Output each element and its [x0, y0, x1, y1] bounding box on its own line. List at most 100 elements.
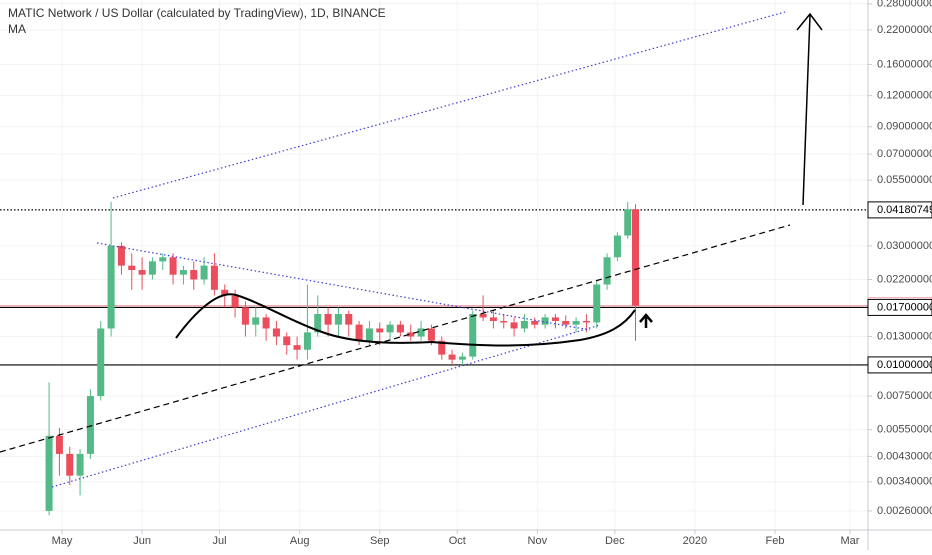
y-tick-label: 0.05500000 [877, 174, 932, 186]
dashed-trendline [0, 224, 791, 453]
candle-body [603, 257, 611, 285]
candle-body [396, 324, 404, 333]
candle-body [365, 328, 373, 341]
price-label: 0.04180749 [877, 204, 932, 216]
candle-body [458, 356, 466, 360]
horizontal-lines [0, 209, 868, 366]
candle-body [76, 453, 84, 476]
y-tick-label: 0.16000000 [877, 58, 932, 70]
indicator-label: MA [8, 22, 26, 36]
x-tick-label: Sep [370, 535, 390, 547]
ma-curve [175, 293, 636, 347]
axis-labels: 0.28000000 0.22000000 0.16000000 0.12000000… [52, 0, 932, 547]
candle-body [241, 307, 249, 325]
candle-body [448, 354, 456, 360]
candle-body [221, 289, 229, 296]
candle-body [231, 295, 239, 308]
candle-body [520, 320, 528, 329]
candle-body [66, 453, 74, 476]
x-tick-label: Feb [766, 535, 785, 547]
chart-title: MATIC Network / US Dollar (calculated by… [8, 6, 386, 20]
candle-body [117, 245, 125, 266]
candle-body [500, 320, 508, 323]
candle-body [210, 265, 218, 290]
candle-body [324, 313, 332, 325]
y-tick-label: 0.01300000 [877, 330, 932, 342]
candle-body [272, 328, 280, 337]
small-arrow [639, 313, 653, 328]
candle-body [531, 320, 539, 325]
candle-body [407, 332, 415, 337]
x-tick-label: 2020 [683, 535, 707, 547]
candle-body [148, 261, 156, 275]
candle-body [55, 435, 63, 454]
y-tick-label: 0.07000000 [877, 148, 932, 160]
candle-body [252, 317, 260, 325]
candle-body [45, 435, 53, 511]
candle-body [303, 332, 311, 350]
candle-body [562, 320, 570, 325]
candle-body [97, 328, 105, 397]
candle-body [293, 345, 301, 350]
price-label-box [867, 201, 932, 219]
x-tick-label: Nov [528, 535, 548, 547]
candle-body [107, 245, 115, 329]
candle-body [624, 209, 632, 236]
candle-body [613, 235, 621, 258]
candle-body [169, 257, 177, 275]
candle-body [179, 270, 187, 275]
candle-body [427, 328, 435, 341]
candle-body [572, 320, 580, 325]
candle-body [262, 317, 270, 329]
x-tick-label: Mar [840, 535, 859, 547]
big-arrow [796, 12, 823, 206]
y-tick-label: 0.00430000 [877, 450, 932, 462]
candle-body [159, 257, 167, 262]
grid [0, 0, 868, 530]
candle-body [386, 324, 394, 333]
candle-body [438, 340, 446, 355]
y-tick-label: 0.03000000 [877, 240, 932, 252]
candle-body [593, 284, 601, 323]
price-label-box [867, 356, 932, 374]
y-tick-label: 0.12000000 [877, 90, 932, 102]
drawings [0, 11, 823, 488]
x-tick-label: Aug [290, 535, 310, 547]
candle-body [631, 209, 640, 306]
candle-body [551, 317, 559, 321]
candle-body [334, 313, 342, 325]
candle-body [479, 313, 487, 318]
channel-top [112, 11, 786, 199]
candle-body [138, 270, 146, 275]
candle-body [128, 265, 136, 271]
candle-body [469, 313, 477, 357]
y-tick-label: 0.22000000 [877, 24, 932, 36]
candle-body [190, 270, 198, 280]
candle-body [283, 336, 291, 346]
price-label: 0.01000000 [877, 359, 932, 371]
candle-body [489, 317, 497, 321]
candle-body [200, 265, 208, 280]
y-tick-label: 0.00260000 [877, 505, 932, 517]
candles [45, 201, 640, 516]
y-tick-label: 0.28000000 [877, 0, 932, 10]
candle-body [86, 396, 94, 454]
candle-body [355, 324, 363, 341]
channel-bottom [51, 324, 601, 488]
price-label-box [867, 298, 932, 316]
y-tick-label: 0.00340000 [877, 476, 932, 488]
descending-trendline [96, 242, 591, 331]
candle-body [510, 322, 518, 329]
candle-body [541, 317, 549, 325]
y-tick-label: 0.00550000 [877, 424, 932, 436]
candle-body [345, 313, 353, 325]
x-tick-label: Oct [449, 535, 466, 547]
candle-body [582, 320, 590, 323]
candle-body [376, 328, 384, 333]
y-tick-label: 0.02200000 [877, 273, 932, 285]
candle-body [314, 313, 322, 333]
y-tick-label: 0.09000000 [877, 121, 932, 133]
x-tick-label: May [52, 535, 73, 547]
candle-body [417, 328, 425, 337]
